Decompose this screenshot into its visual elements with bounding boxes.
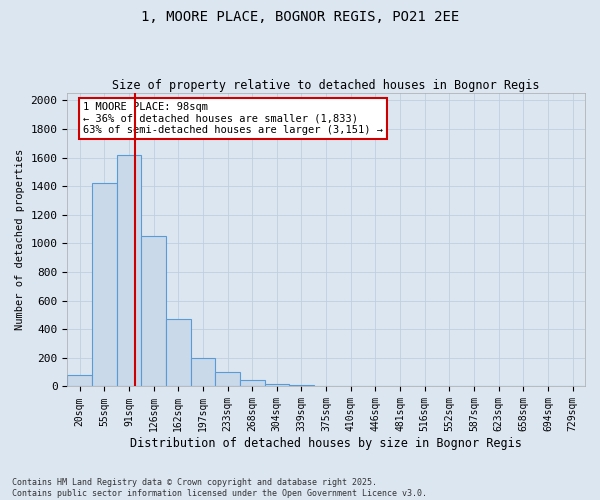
Bar	[191, 358, 215, 386]
Bar	[289, 385, 314, 386]
Bar	[240, 380, 265, 386]
Title: Size of property relative to detached houses in Bognor Regis: Size of property relative to detached ho…	[112, 79, 540, 92]
Y-axis label: Number of detached properties: Number of detached properties	[15, 149, 25, 330]
Bar	[67, 375, 92, 386]
Text: Contains HM Land Registry data © Crown copyright and database right 2025.
Contai: Contains HM Land Registry data © Crown c…	[12, 478, 427, 498]
Bar	[215, 372, 240, 386]
Bar	[166, 319, 191, 386]
Bar	[116, 154, 141, 386]
Text: 1, MOORE PLACE, BOGNOR REGIS, PO21 2EE: 1, MOORE PLACE, BOGNOR REGIS, PO21 2EE	[141, 10, 459, 24]
Bar	[92, 184, 116, 386]
X-axis label: Distribution of detached houses by size in Bognor Regis: Distribution of detached houses by size …	[130, 437, 522, 450]
Bar	[265, 384, 289, 386]
Text: 1 MOORE PLACE: 98sqm
← 36% of detached houses are smaller (1,833)
63% of semi-de: 1 MOORE PLACE: 98sqm ← 36% of detached h…	[83, 102, 383, 135]
Bar	[141, 236, 166, 386]
